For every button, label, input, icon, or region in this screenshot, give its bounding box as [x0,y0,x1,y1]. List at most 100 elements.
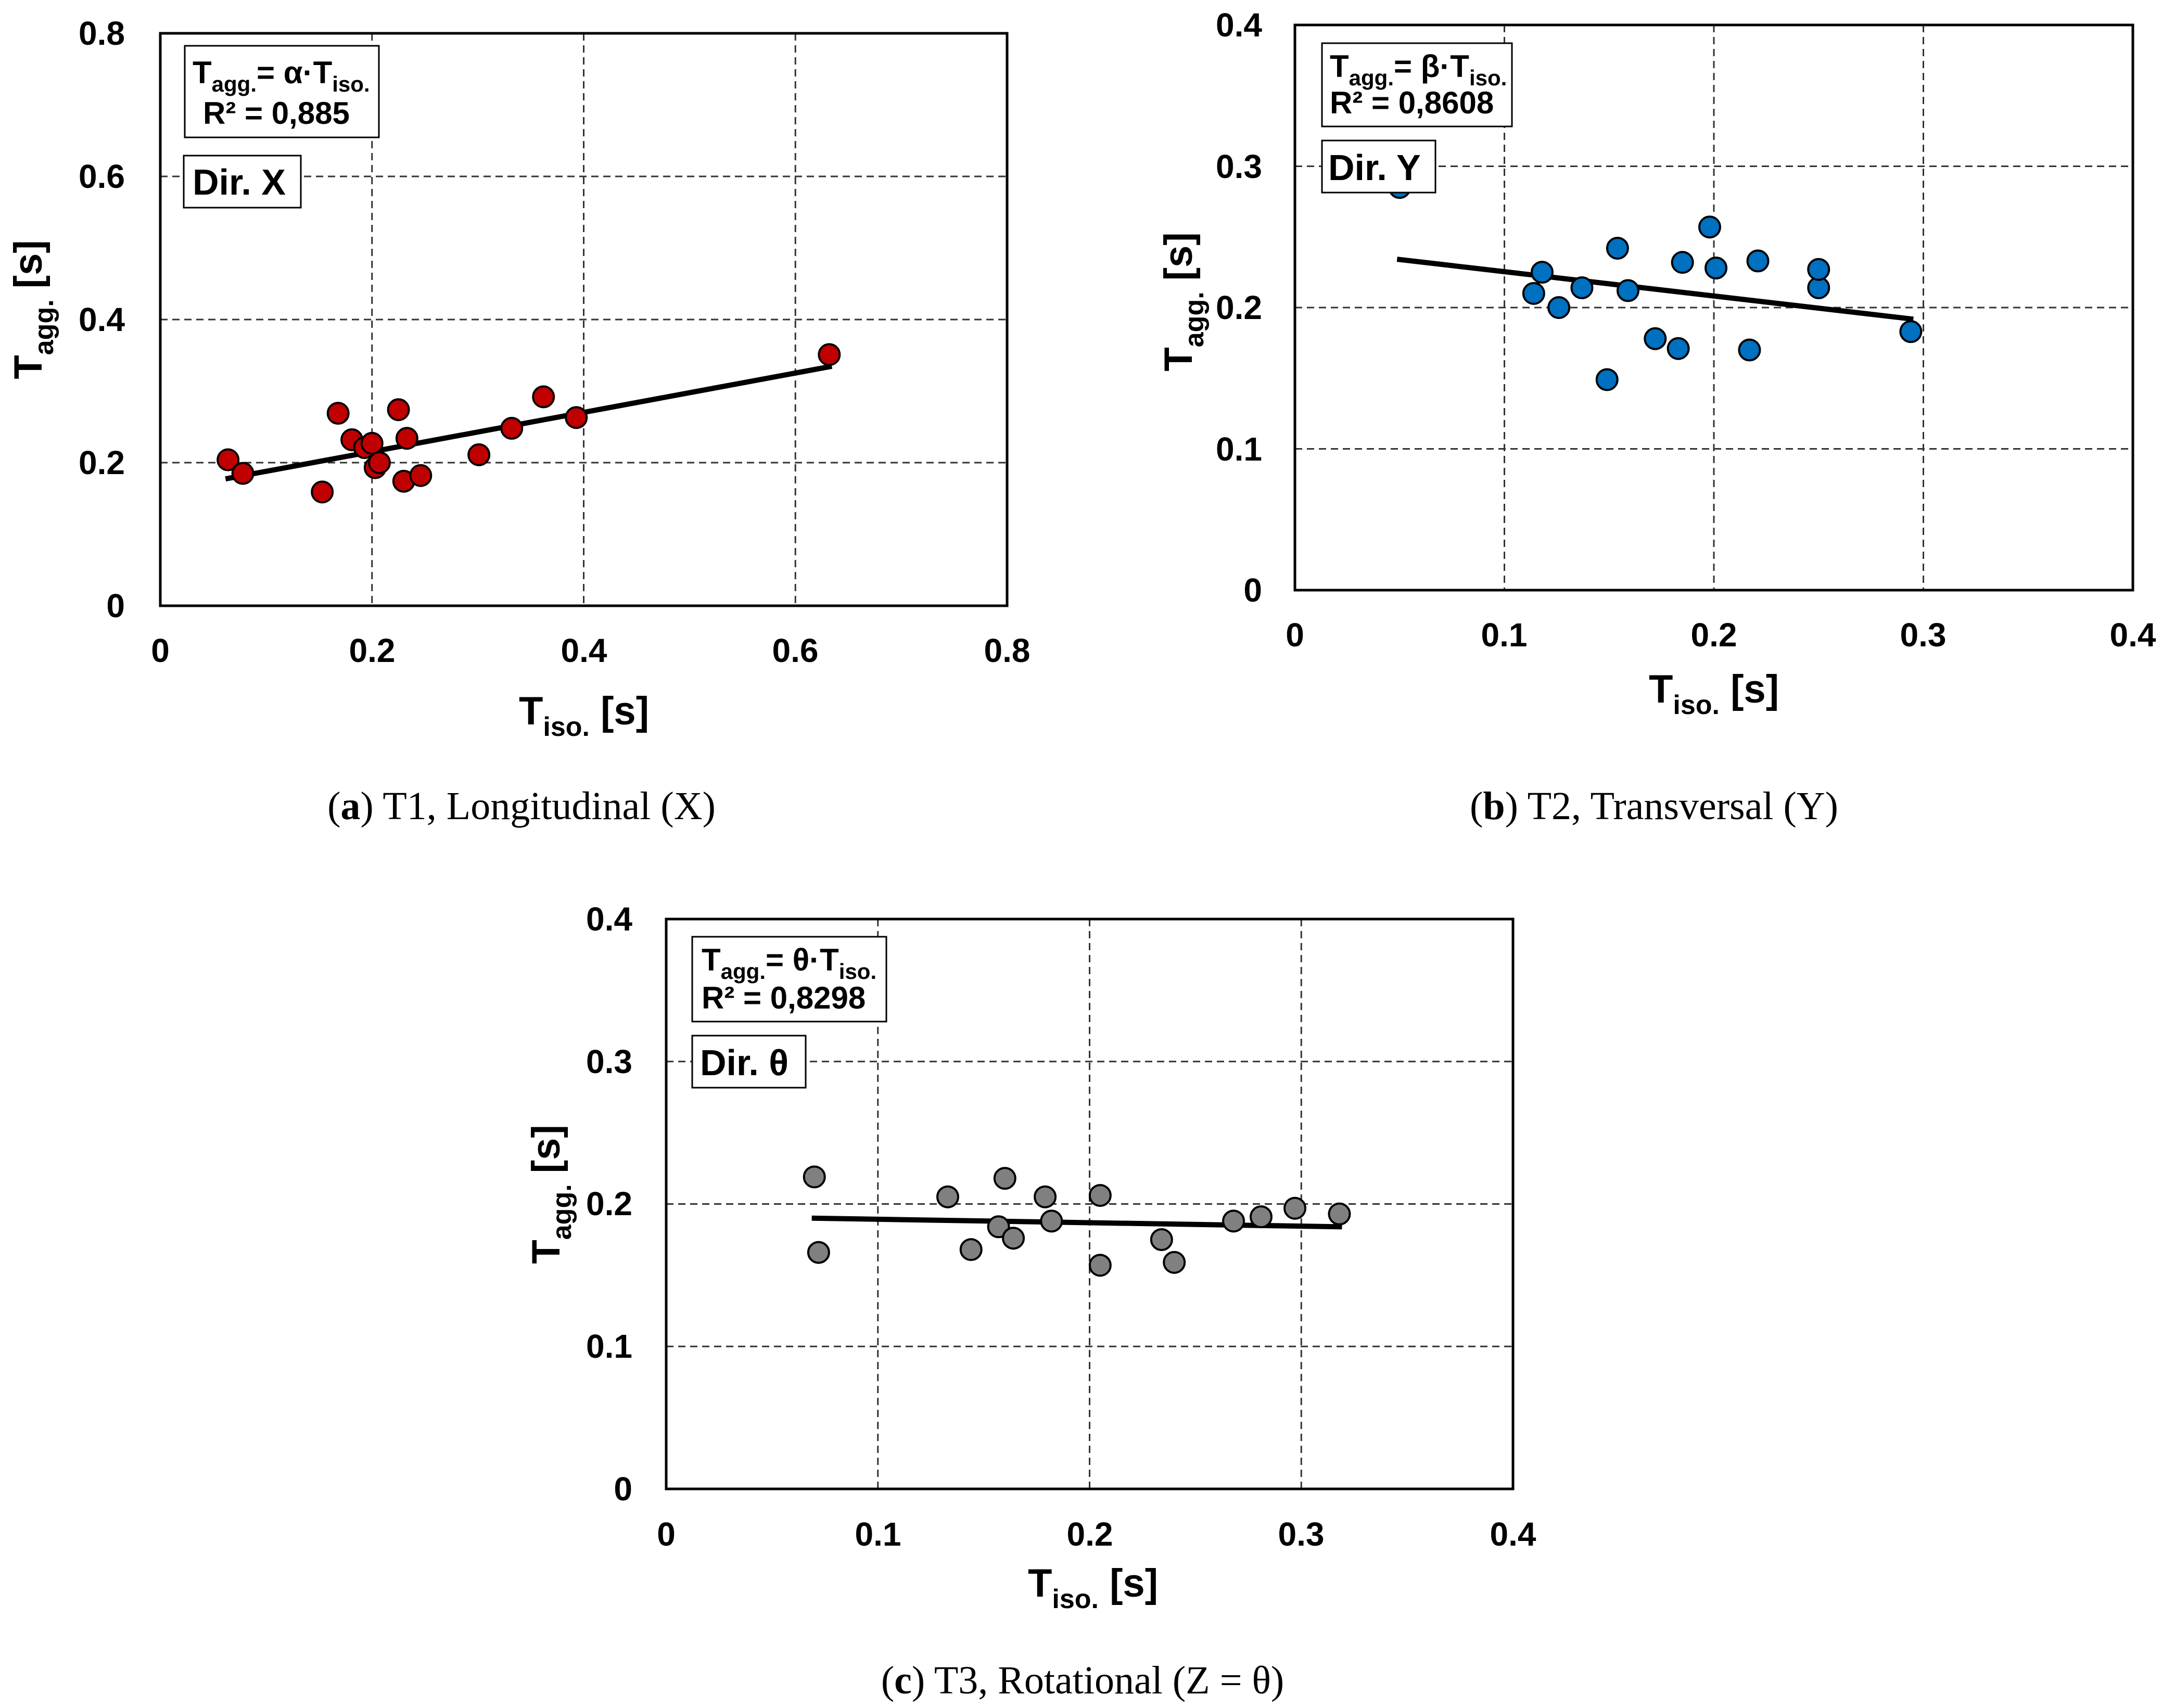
panel-c-equation-box: Tagg.= θ·Tiso. R² = 0,8298 [691,936,887,1023]
panel-b-data-point-6 [1606,236,1629,260]
panel-b-ylabel-unit: [s] [1156,232,1201,291]
panel-b-eq-sub2: iso. [1469,66,1507,90]
panel-b-y-axis-title: Tagg. [s] [1156,232,1210,371]
panel-b-xtick-4: 0.4 [2110,616,2156,654]
panel-b-ytick-2: 0.2 [1216,289,1262,326]
panel-c-xtick-3: 0.3 [1278,1515,1325,1553]
panel-b-caption: (b) T2, Transversal (Y) [1470,784,1838,828]
panel-c-xtick-4: 0.4 [1490,1515,1536,1553]
panel-c-data-point-11 [1150,1228,1173,1251]
panel-c-data-point-1 [807,1241,830,1264]
panel-c-data-point-6 [1002,1227,1025,1250]
panel-c-x-axis-title: Tiso. [s] [1028,1561,1158,1614]
panel-c-data-point-0 [803,1165,826,1189]
panel-b-data-point-2 [1530,261,1554,284]
panel-c-grid [666,919,1513,1489]
panel-c-caption-text: T3, Rotational (Z = θ) [934,1659,1284,1702]
panel-c-xlabel-unit: [s] [1099,1561,1158,1605]
panel-c-data-point-8 [1040,1209,1063,1233]
panel-b-data-point-10 [1671,251,1694,274]
panel-a-data-point-13 [467,443,491,466]
panel-a-y-axis-title: Tagg. [s] [6,240,59,379]
panel-b-ytick-0: 0 [1243,571,1262,609]
panel-a-data-point-15 [532,385,555,409]
panel-a-data-point-6 [360,431,384,455]
panel-a-xtick-1: 0.2 [349,632,396,669]
panel-b-direction-frame [1321,139,1436,194]
panel-c-direction-box: Dir. θ [691,1035,807,1089]
panel-b-data-point-4 [1570,276,1594,299]
panel-a-equation-box: Tagg.= α·Tiso. R² = 0,885 [184,45,380,138]
panel-a-xtick-3: 0.6 [772,632,819,669]
panel-b-ytick-1: 0.1 [1216,430,1262,468]
panel-b-data-point-7 [1616,279,1639,302]
panel-b-y-ticks: 0 0.1 0.2 0.3 0.4 [1216,6,1262,609]
panel-b-grid [1295,25,2133,590]
panel-b-data-point-17 [1899,320,1923,343]
panel-a-data-point-11 [395,427,418,450]
panel-b-xlabel-sub: iso. [1673,690,1720,720]
panel-a-points [217,343,841,504]
panel-b-plot-frame [1293,23,2134,592]
panel-c-xtick-1: 0.1 [855,1515,901,1553]
panel-a-data-point-16 [565,406,588,429]
panel-a-data-point-3 [326,402,350,425]
panel-c-data-point-7 [1034,1185,1057,1208]
panel-a-data-point-12 [409,464,433,487]
panel-b-caption-text: T2, Transversal (Y) [1528,784,1838,828]
panel-c-xlabel-sub: iso. [1052,1584,1099,1614]
panel-a-data-point-9 [387,398,410,422]
panel-a-r2: R² = 0,885 [203,96,350,131]
panel-a-data-point-8 [367,451,391,474]
panel-b-equation: Tagg.= β·Tiso. [1330,49,1507,90]
panel-a-plot-frame [159,32,1009,607]
panel-c-caption: (c) T3, Rotational (Z = θ) [881,1659,1284,1702]
panel-b-data-point-8 [1644,327,1667,350]
panel-c-data-point-10 [1088,1254,1112,1277]
panel-a-x-axis-title: Tiso. [s] [519,689,649,742]
panel-a-eq-sub2: iso. [332,72,370,96]
panel-c-points [803,1165,1351,1277]
panel-b-data-point-1 [1522,282,1545,305]
panel-c-equation: Tagg.= θ·Tiso. [702,942,876,984]
panel-b-data-point-3 [1547,296,1571,319]
panel-c: 0 0.1 0.2 0.3 0.4 0 0.1 0.2 0.3 0.4 Tiso… [524,900,1536,1702]
panel-a-xtick-4: 0.8 [984,632,1031,669]
panel-c-r2: R² = 0,8298 [702,980,866,1015]
panel-a-xlabel-main: T [519,689,543,733]
panel-a-data-point-2 [311,480,334,504]
panel-a-ytick-2: 0.4 [79,301,125,338]
panel-a-ytick-3: 0.6 [79,158,125,195]
panel-a-x-ticks: 0 0.2 0.4 0.6 0.8 [151,632,1030,669]
panel-c-xlabel-main: T [1028,1561,1052,1605]
panel-c-ytick-0: 0 [614,1470,632,1508]
panel-c-data-point-14 [1249,1205,1273,1229]
panel-b-ylabel-sub: agg. [1179,291,1210,347]
panel-b-data-point-16 [1807,258,1830,281]
panel-c-xtick-2: 0.2 [1067,1515,1113,1553]
panel-b-data-point-14 [1746,249,1770,273]
panel-b-ytick-4: 0.4 [1216,6,1262,44]
panel-b-points [1388,176,1923,391]
panel-b-xtick-2: 0.2 [1691,616,1737,654]
panel-c-x-ticks: 0 0.1 0.2 0.3 0.4 [657,1515,1536,1553]
panel-b-data-point-12 [1705,256,1728,279]
panel-b-data-point-13 [1738,338,1761,362]
panel-a-fit-line [225,363,833,482]
panel-b-eq-lead: T [1330,49,1349,84]
panel-b-caption-label: b [1483,784,1505,828]
panel-a-ylabel-main: T [6,355,50,379]
panel-c-eq-mid: = θ·T [766,942,839,977]
panel-b: 0 0.1 0.2 0.3 0.4 0 0.1 0.2 0.3 0.4 Tiso… [1156,6,2156,828]
panel-c-eq-sub1: agg. [721,959,766,984]
panel-c-data-point-2 [936,1185,959,1208]
panel-c-data-point-16 [1328,1202,1351,1226]
panel-b-data-point-11 [1698,215,1721,239]
panel-a-xlabel-sub: iso. [543,712,590,742]
panel-c-data-point-9 [1088,1184,1112,1207]
panel-a-direction-box: Dir. X [183,155,302,209]
panel-a-ytick-0: 0 [106,587,125,624]
panel-b-r2: R² = 0,8608 [1330,85,1494,120]
panel-a-data-point-1 [231,462,255,485]
panel-b-xtick-3: 0.3 [1900,616,1947,654]
